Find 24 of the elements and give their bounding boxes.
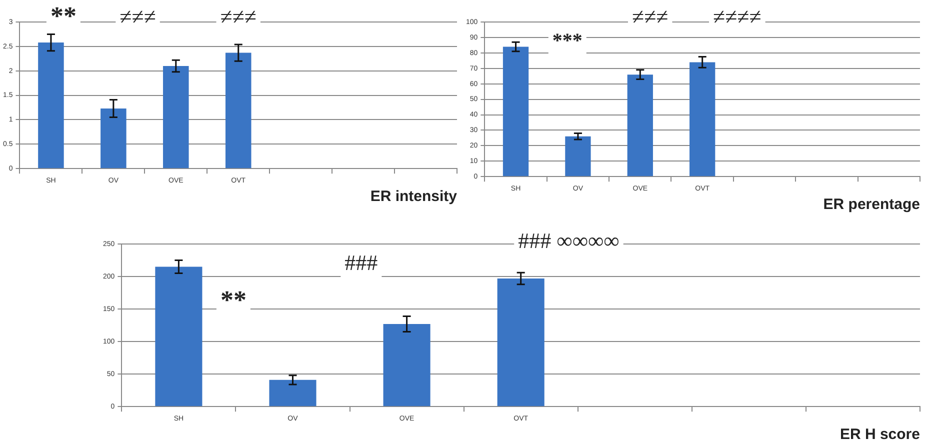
bar <box>690 62 716 176</box>
bar <box>155 266 202 406</box>
bar <box>38 42 64 168</box>
annotation: ≠≠≠ <box>632 4 668 29</box>
annotation: ### ∞∞∞∞ <box>518 228 620 253</box>
bar <box>497 278 544 406</box>
annotation: ≠≠≠ <box>120 4 156 29</box>
x-axis-title: ER intensity <box>370 188 458 206</box>
annotation: ≠≠≠ <box>220 4 256 29</box>
bar <box>100 108 126 168</box>
annotation: ### <box>344 250 378 275</box>
annotation: *** <box>552 30 582 52</box>
bar <box>627 74 653 176</box>
bar <box>225 52 252 168</box>
annotation: ** <box>50 2 76 31</box>
annotation: ** <box>220 286 246 315</box>
bar <box>383 324 430 406</box>
bar <box>269 380 316 406</box>
bar <box>502 46 529 176</box>
annotation: ≠≠≠≠ <box>713 4 762 29</box>
x-axis-title: ER perentage <box>823 196 920 214</box>
bar <box>565 136 591 176</box>
x-axis-title: ER H score <box>840 426 920 444</box>
bar <box>163 66 189 168</box>
